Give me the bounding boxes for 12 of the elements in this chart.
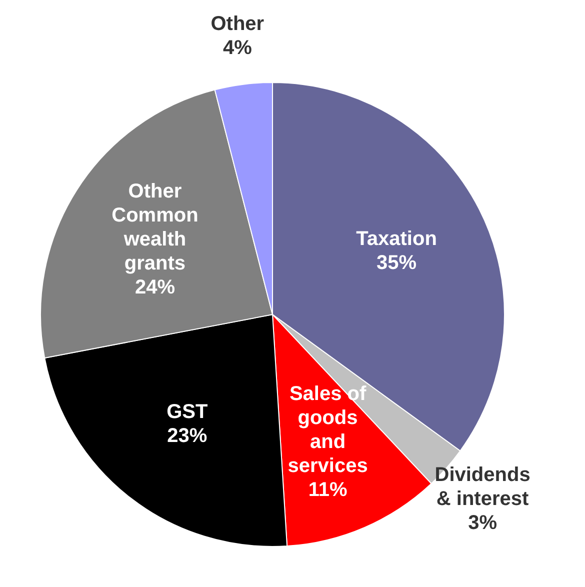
slice-label: Sales of goods and services — [288, 382, 368, 477]
slice-label: Dividends & interest — [434, 464, 530, 510]
data-label: 4% — [222, 37, 252, 60]
slice-label: Other Common wealth grants — [112, 180, 198, 274]
data-label: 35% — [376, 252, 417, 274]
slice-label: GST — [166, 401, 208, 424]
slice-label: Other — [210, 13, 264, 36]
slice-label: Taxation — [356, 228, 437, 250]
data-label: 24% — [134, 276, 176, 298]
data-label: 23% — [167, 425, 208, 448]
data-label: 11% — [308, 478, 348, 501]
data-label: 3% — [468, 512, 498, 534]
